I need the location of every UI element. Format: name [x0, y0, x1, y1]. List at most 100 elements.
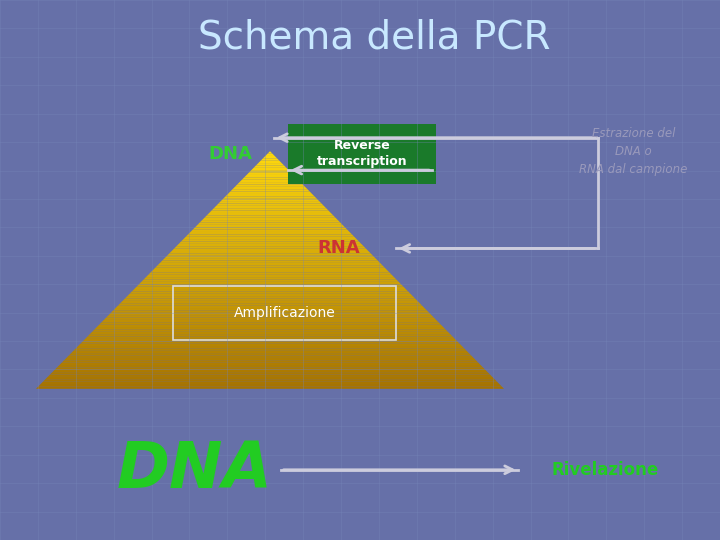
Polygon shape — [219, 201, 322, 204]
Polygon shape — [38, 384, 502, 387]
Polygon shape — [76, 346, 464, 348]
Text: Amplificazione: Amplificazione — [233, 306, 336, 320]
Polygon shape — [60, 363, 481, 365]
Polygon shape — [125, 296, 415, 299]
Polygon shape — [199, 220, 341, 222]
Polygon shape — [73, 348, 467, 351]
Polygon shape — [249, 170, 291, 173]
Polygon shape — [83, 339, 457, 341]
Text: Schema della PCR: Schema della PCR — [198, 19, 551, 57]
Polygon shape — [204, 215, 336, 218]
Polygon shape — [223, 197, 317, 199]
Polygon shape — [181, 239, 359, 241]
Polygon shape — [64, 358, 476, 360]
Polygon shape — [184, 237, 356, 239]
Polygon shape — [99, 322, 441, 325]
Polygon shape — [113, 308, 427, 310]
Polygon shape — [160, 260, 380, 263]
Polygon shape — [169, 251, 371, 253]
Polygon shape — [202, 218, 338, 220]
Polygon shape — [141, 280, 399, 282]
Polygon shape — [45, 377, 495, 379]
Polygon shape — [48, 375, 492, 377]
Polygon shape — [116, 306, 424, 308]
Polygon shape — [176, 244, 364, 246]
FancyBboxPatch shape — [288, 124, 436, 184]
Polygon shape — [238, 182, 302, 185]
Polygon shape — [120, 301, 420, 303]
Polygon shape — [246, 173, 294, 175]
Polygon shape — [53, 370, 487, 372]
Polygon shape — [122, 299, 418, 301]
Polygon shape — [230, 189, 310, 192]
Polygon shape — [146, 275, 394, 277]
Polygon shape — [132, 289, 408, 292]
Polygon shape — [81, 341, 459, 343]
Polygon shape — [55, 367, 485, 370]
Polygon shape — [240, 180, 300, 182]
Polygon shape — [212, 208, 328, 211]
Polygon shape — [165, 256, 375, 258]
Polygon shape — [102, 320, 438, 322]
Polygon shape — [265, 153, 275, 156]
Polygon shape — [90, 332, 450, 334]
Text: DNA: DNA — [117, 439, 272, 501]
Text: RNA: RNA — [318, 239, 360, 258]
Polygon shape — [107, 315, 433, 318]
Polygon shape — [69, 353, 471, 355]
Polygon shape — [50, 372, 490, 375]
Polygon shape — [244, 175, 296, 177]
Polygon shape — [71, 351, 469, 353]
Polygon shape — [97, 325, 443, 327]
Polygon shape — [261, 158, 279, 161]
Polygon shape — [193, 227, 347, 230]
Polygon shape — [78, 343, 462, 346]
Polygon shape — [207, 213, 333, 215]
Polygon shape — [85, 336, 455, 339]
Polygon shape — [41, 382, 500, 384]
Polygon shape — [111, 310, 429, 313]
Polygon shape — [139, 282, 401, 284]
Polygon shape — [134, 287, 406, 289]
Polygon shape — [263, 156, 277, 158]
Polygon shape — [156, 265, 384, 268]
Polygon shape — [190, 230, 350, 232]
Polygon shape — [92, 329, 448, 332]
Polygon shape — [235, 185, 305, 187]
Polygon shape — [104, 318, 436, 320]
Polygon shape — [127, 294, 413, 296]
Polygon shape — [66, 355, 474, 358]
Polygon shape — [163, 258, 377, 260]
Polygon shape — [158, 263, 382, 265]
Polygon shape — [137, 284, 403, 287]
Text: DNA: DNA — [208, 145, 252, 163]
Polygon shape — [179, 241, 361, 244]
Polygon shape — [214, 206, 326, 208]
Text: Estrazione del
DNA o
RNA dal campione: Estrazione del DNA o RNA dal campione — [580, 127, 688, 176]
Polygon shape — [43, 379, 497, 382]
Polygon shape — [258, 161, 282, 163]
Polygon shape — [62, 360, 478, 363]
Polygon shape — [209, 211, 331, 213]
Polygon shape — [174, 246, 366, 248]
Polygon shape — [216, 204, 324, 206]
Polygon shape — [167, 253, 373, 256]
Polygon shape — [118, 303, 422, 306]
Polygon shape — [148, 272, 392, 275]
Text: Reverse
transcription: Reverse transcription — [317, 139, 407, 168]
Text: Rivelazione: Rivelazione — [552, 461, 658, 479]
Polygon shape — [221, 199, 319, 201]
Polygon shape — [228, 192, 312, 194]
Polygon shape — [242, 177, 298, 180]
Polygon shape — [150, 270, 390, 272]
Polygon shape — [233, 187, 307, 189]
Polygon shape — [256, 163, 284, 165]
Polygon shape — [130, 292, 410, 294]
Polygon shape — [225, 194, 315, 197]
Polygon shape — [268, 151, 272, 153]
Polygon shape — [94, 327, 446, 329]
Polygon shape — [172, 248, 368, 251]
Polygon shape — [36, 387, 504, 389]
Polygon shape — [186, 234, 354, 237]
Polygon shape — [144, 277, 396, 280]
